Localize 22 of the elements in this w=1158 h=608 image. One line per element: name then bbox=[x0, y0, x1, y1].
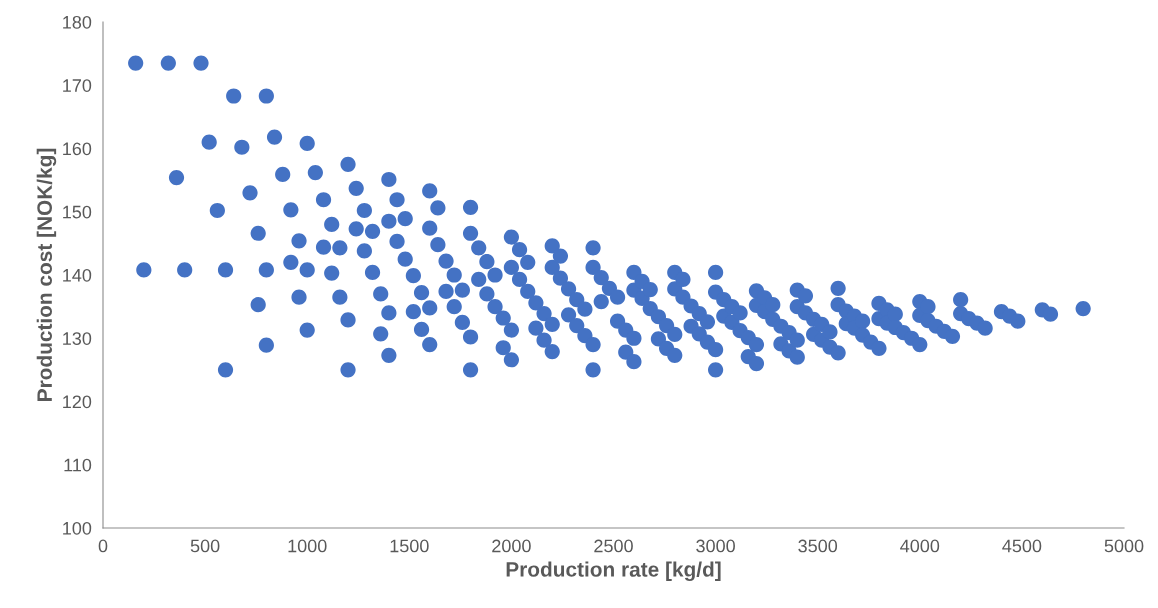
x-tick-label: 4000 bbox=[900, 539, 940, 553]
x-tick-label: 1000 bbox=[288, 539, 327, 553]
x-tick-label: 3500 bbox=[798, 539, 838, 553]
y-tick-label: 120 bbox=[63, 395, 92, 409]
x-tick-label: 4500 bbox=[1002, 539, 1042, 553]
x-axis-title: Production rate [kg/d] bbox=[506, 561, 721, 582]
y-tick-label: 140 bbox=[63, 268, 92, 282]
x-tick-label: 3000 bbox=[696, 539, 735, 553]
y-tick-label: 100 bbox=[63, 521, 92, 535]
y-tick-label: 130 bbox=[63, 332, 92, 345]
y-tick-label: 170 bbox=[63, 79, 92, 92]
y-tick-label: 160 bbox=[63, 142, 92, 156]
x-tick-label: 5000 bbox=[1104, 539, 1144, 553]
x-tick-label: 1500 bbox=[390, 539, 429, 553]
y-tick-label: 150 bbox=[63, 205, 92, 219]
y-tick-label: 180 bbox=[63, 15, 92, 29]
x-tick-label: 2500 bbox=[594, 539, 633, 553]
x-tick-label: 2000 bbox=[492, 539, 531, 553]
x-tick-label: 500 bbox=[190, 539, 220, 553]
y-axis-title: Production cost [NOK/kg] bbox=[36, 148, 57, 401]
y-tick-label: 110 bbox=[64, 458, 92, 472]
x-tick-label: 0 bbox=[98, 539, 108, 553]
